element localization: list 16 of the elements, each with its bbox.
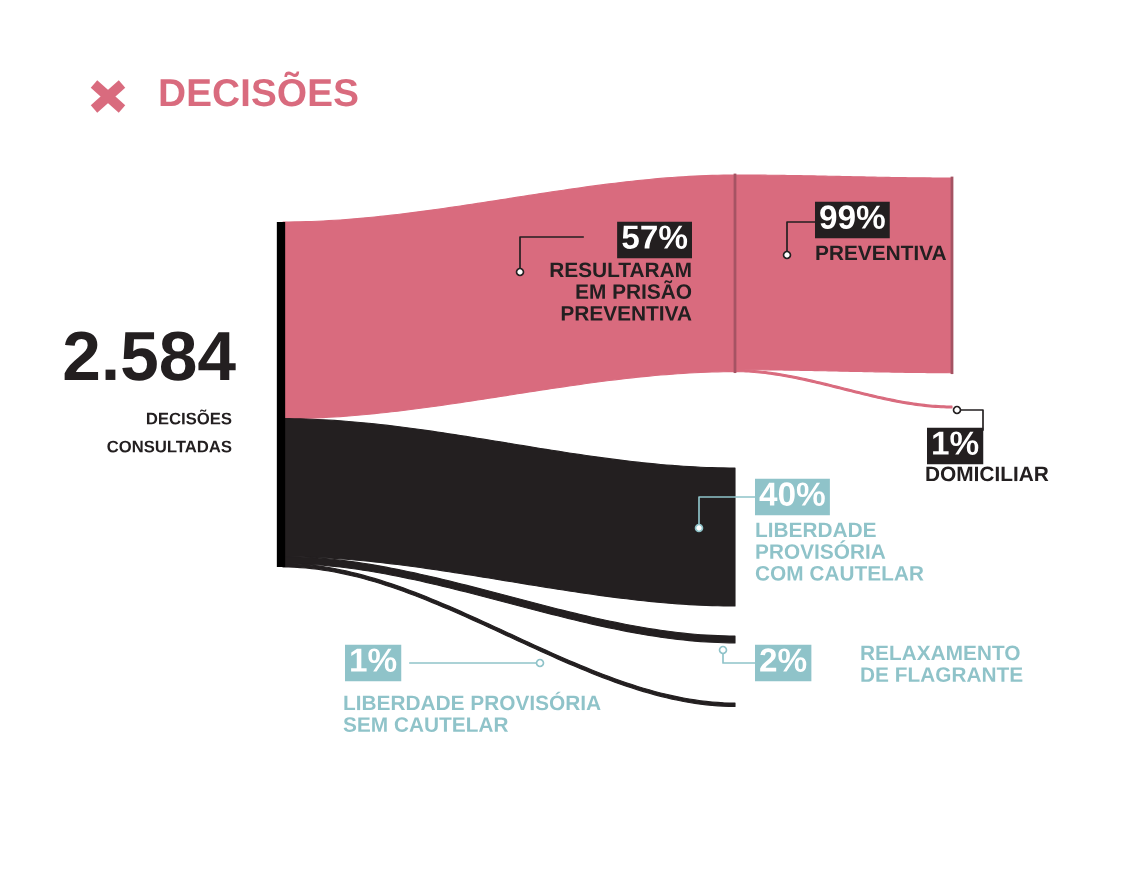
category-label: LIBERDADE PROVISÓRIA SEM CAUTELAR: [343, 691, 601, 732]
data-label: 1%: [351, 648, 397, 672]
data-label: 57%: [622, 225, 688, 249]
category-label: LIBERDADE PROVISÓRIA COM CAUTELAR: [755, 522, 924, 581]
text: 2.584: [64, 331, 236, 381]
text: DECISÕES: [146, 409, 232, 425]
text: CONSULTADAS: [107, 440, 232, 453]
category-label: PREVENTIVA: [816, 245, 947, 261]
text: DECISÕES: [160, 71, 358, 107]
data-label: 2%: [760, 648, 807, 672]
category-label: RELAXAMENTO DE FLAGRANTE: [861, 645, 1023, 682]
data-label: 99%: [820, 205, 885, 229]
category-label: DOMICILIAR: [926, 466, 1049, 482]
data-label: 40%: [759, 482, 825, 506]
data-label: 1%: [933, 431, 979, 455]
category-label: RESULTARAM EM PRISÃO PREVENTIVA: [550, 262, 692, 321]
